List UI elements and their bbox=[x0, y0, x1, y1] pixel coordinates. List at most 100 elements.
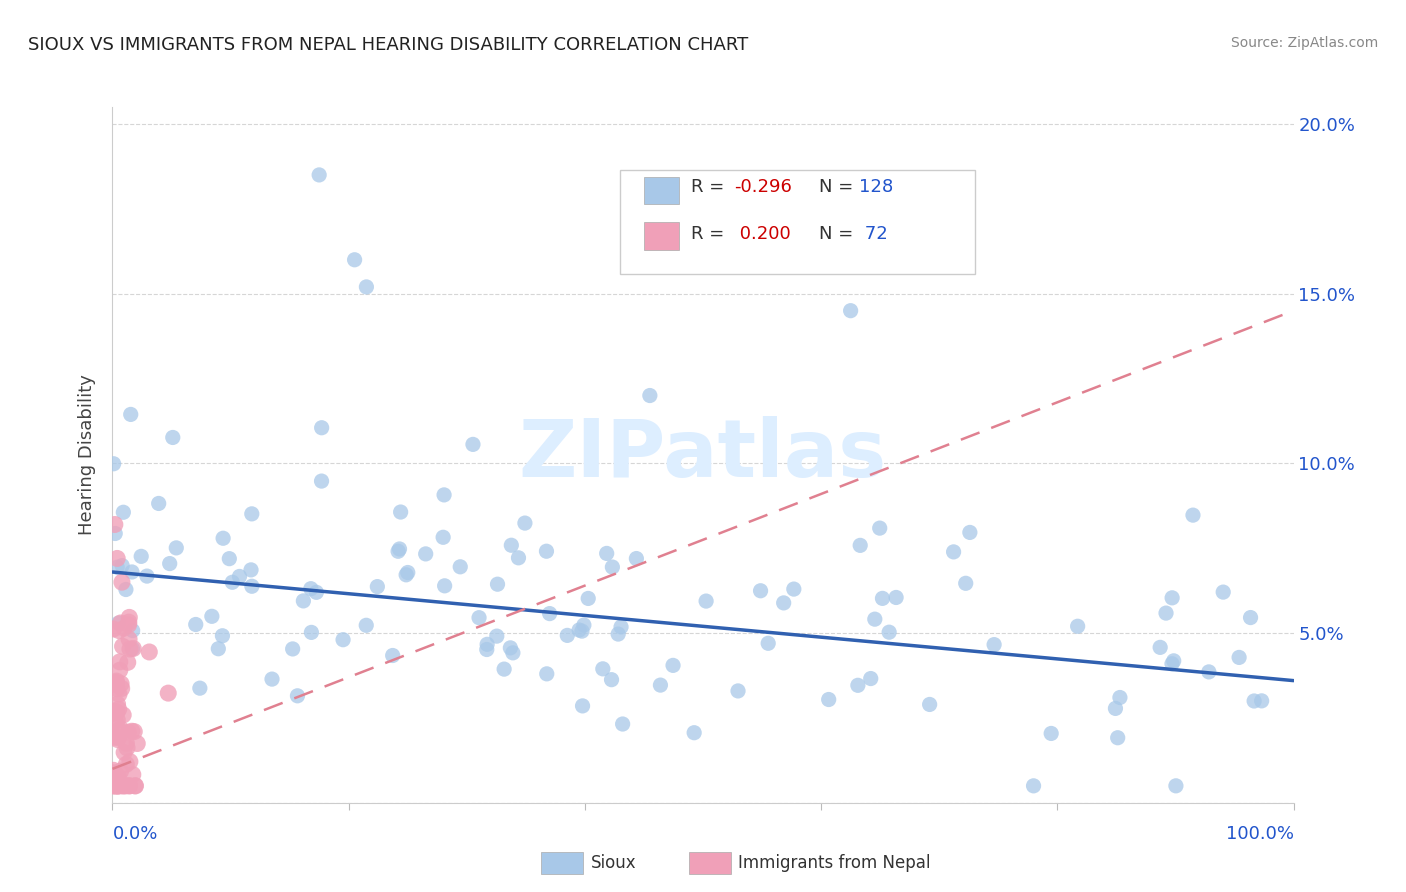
Point bbox=[449, 559, 471, 574]
Point bbox=[942, 545, 965, 559]
Point bbox=[105, 779, 128, 793]
Point bbox=[104, 526, 127, 541]
Point bbox=[381, 648, 404, 663]
Point bbox=[475, 637, 498, 651]
Point bbox=[396, 566, 419, 580]
Point bbox=[120, 408, 142, 422]
Point bbox=[332, 632, 354, 647]
Point bbox=[118, 610, 141, 624]
Point bbox=[212, 531, 235, 545]
Point bbox=[101, 706, 124, 721]
Point bbox=[122, 641, 145, 656]
Point bbox=[121, 724, 143, 739]
Point bbox=[101, 779, 124, 793]
Point bbox=[650, 678, 672, 692]
Point bbox=[612, 717, 634, 731]
Point bbox=[475, 642, 498, 657]
Point bbox=[122, 724, 145, 739]
Point bbox=[568, 623, 591, 637]
Point bbox=[124, 779, 146, 793]
Point bbox=[311, 421, 333, 435]
Point bbox=[108, 723, 131, 738]
Point bbox=[118, 755, 141, 769]
Point bbox=[1022, 779, 1045, 793]
Point bbox=[129, 549, 152, 564]
Point bbox=[869, 521, 891, 535]
Point bbox=[433, 579, 456, 593]
Point bbox=[127, 737, 149, 751]
Point bbox=[610, 620, 633, 634]
Point bbox=[114, 779, 136, 793]
Point bbox=[863, 612, 886, 626]
Point bbox=[1161, 657, 1184, 671]
Point bbox=[1164, 779, 1187, 793]
Point bbox=[110, 676, 132, 690]
Point bbox=[104, 714, 127, 729]
Point bbox=[366, 580, 388, 594]
Point bbox=[107, 731, 129, 745]
Point bbox=[596, 546, 619, 560]
Point bbox=[260, 672, 283, 686]
Point bbox=[111, 779, 134, 793]
Text: Sioux: Sioux bbox=[591, 854, 636, 871]
Point bbox=[105, 713, 128, 727]
Point bbox=[626, 551, 648, 566]
Point bbox=[105, 675, 128, 690]
Text: R =: R = bbox=[692, 226, 730, 244]
Point bbox=[105, 681, 128, 696]
Point bbox=[1250, 694, 1272, 708]
Point bbox=[118, 615, 141, 629]
Point bbox=[846, 678, 869, 692]
Point bbox=[115, 757, 138, 772]
Point bbox=[877, 625, 900, 640]
Point bbox=[571, 698, 593, 713]
Point bbox=[354, 618, 377, 632]
Text: Immigrants from Nepal: Immigrants from Nepal bbox=[738, 854, 931, 871]
Point bbox=[103, 704, 125, 718]
Point bbox=[1163, 654, 1185, 668]
Point bbox=[107, 702, 129, 716]
Point bbox=[107, 616, 129, 631]
Point bbox=[228, 569, 250, 583]
Point bbox=[536, 666, 558, 681]
Point bbox=[110, 764, 132, 778]
Point bbox=[308, 168, 330, 182]
Point bbox=[111, 575, 134, 590]
Point bbox=[159, 557, 181, 571]
Point bbox=[108, 687, 131, 701]
Point bbox=[121, 565, 143, 579]
Point bbox=[118, 779, 141, 793]
Point bbox=[105, 551, 128, 566]
Point bbox=[499, 640, 522, 655]
Point bbox=[148, 496, 170, 510]
Text: -0.296: -0.296 bbox=[734, 178, 792, 196]
Point bbox=[111, 640, 134, 654]
Point bbox=[486, 577, 509, 591]
Point bbox=[1227, 650, 1250, 665]
Point bbox=[1104, 701, 1126, 715]
Point bbox=[494, 662, 516, 676]
Point bbox=[638, 388, 661, 402]
Point bbox=[104, 517, 127, 532]
Point bbox=[108, 655, 131, 669]
Point bbox=[1161, 591, 1184, 605]
Point bbox=[105, 705, 128, 719]
Point bbox=[1109, 690, 1132, 705]
Point bbox=[1243, 694, 1265, 708]
Point bbox=[240, 507, 263, 521]
Point bbox=[207, 641, 229, 656]
Point bbox=[162, 430, 184, 444]
Text: SIOUX VS IMMIGRANTS FROM NEPAL HEARING DISABILITY CORRELATION CHART: SIOUX VS IMMIGRANTS FROM NEPAL HEARING D… bbox=[28, 36, 748, 54]
Point bbox=[118, 632, 141, 647]
Point bbox=[299, 625, 322, 640]
Point bbox=[839, 303, 862, 318]
Point bbox=[415, 547, 437, 561]
Point bbox=[107, 779, 129, 793]
Point bbox=[121, 767, 143, 781]
Point bbox=[101, 676, 124, 690]
Point bbox=[513, 516, 536, 530]
Point bbox=[157, 686, 180, 700]
Point bbox=[343, 252, 366, 267]
FancyBboxPatch shape bbox=[644, 177, 679, 204]
Point bbox=[108, 624, 131, 638]
